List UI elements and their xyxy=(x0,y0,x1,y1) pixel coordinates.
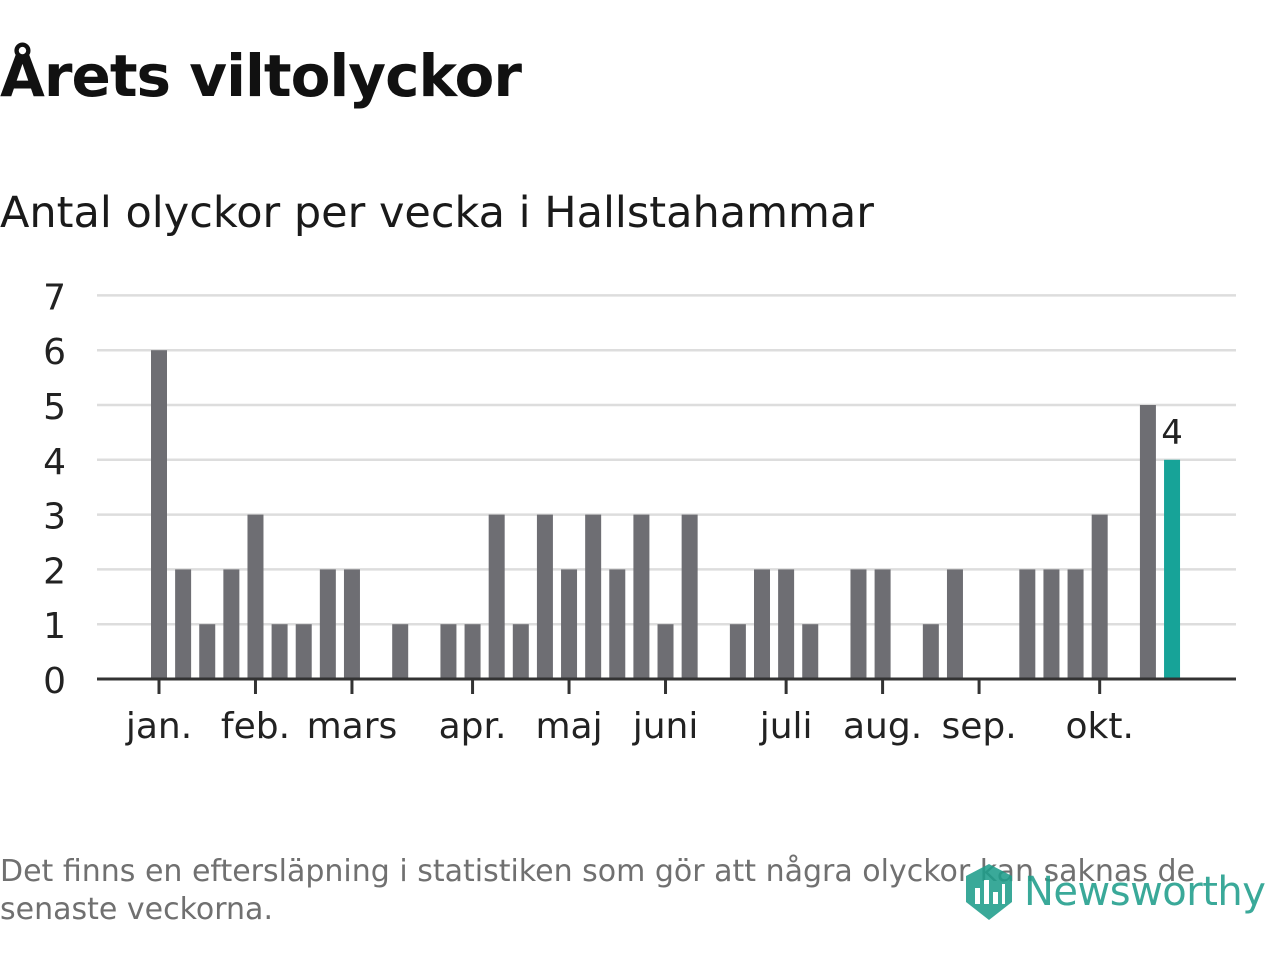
chart-subtitle: Antal olyckor per vecka i Hallstahammar xyxy=(0,188,874,238)
bars xyxy=(151,350,1181,679)
data-labels: 4 xyxy=(1161,413,1183,453)
bar xyxy=(1019,569,1036,679)
bar xyxy=(729,624,746,679)
y-tick-label: 6 xyxy=(43,332,66,373)
bar xyxy=(464,624,481,679)
x-tick-label: mars xyxy=(307,706,398,747)
bar xyxy=(512,624,529,679)
bar xyxy=(151,350,167,679)
bar xyxy=(1043,569,1060,679)
bar xyxy=(440,624,457,679)
bar xyxy=(175,569,192,679)
bar xyxy=(802,624,819,679)
chart-title: Årets viltolyckor xyxy=(0,42,522,110)
highlight-value-label: 4 xyxy=(1161,413,1183,453)
bar xyxy=(536,514,553,679)
x-tick-label: aug. xyxy=(843,706,922,747)
bar xyxy=(778,569,795,679)
y-axis-ticks: 0 1 2 3 4 5 6 7 xyxy=(43,277,66,702)
bar xyxy=(946,569,963,679)
newsworthy-logo: Newsworthy xyxy=(964,862,1266,922)
y-tick-label: 4 xyxy=(43,442,66,483)
bar xyxy=(1139,405,1156,679)
x-tick-label: juli xyxy=(759,706,813,747)
bar xyxy=(295,624,312,679)
bar xyxy=(561,569,578,679)
bar xyxy=(633,514,650,679)
bar xyxy=(247,514,264,679)
bar xyxy=(319,569,336,679)
gridlines xyxy=(97,294,1236,626)
bar xyxy=(199,624,216,679)
bar-highlight xyxy=(1164,459,1181,679)
bar xyxy=(1091,514,1108,679)
brand-name: Newsworthy xyxy=(1024,869,1266,915)
y-tick-label: 0 xyxy=(43,661,66,702)
x-tick-label: apr. xyxy=(439,706,507,747)
bar xyxy=(754,569,770,679)
bar xyxy=(922,624,939,679)
y-tick-label: 7 xyxy=(43,277,66,318)
bar xyxy=(223,569,240,679)
weekly-accidents-bar-chart: 0 1 2 3 4 5 6 7 jan. feb. mars apr. maj juni juli aug.… xyxy=(43,277,1236,747)
x-tick-label: okt. xyxy=(1065,706,1133,747)
bar xyxy=(392,624,409,679)
bar xyxy=(585,514,602,679)
bar xyxy=(850,569,867,679)
x-tick-label: maj xyxy=(535,706,602,747)
x-tick-label: feb. xyxy=(221,706,290,747)
bar-chart-logo-icon xyxy=(966,864,1012,920)
bar xyxy=(488,514,505,679)
bar xyxy=(609,569,626,679)
x-axis: jan. feb. mars apr. maj juni juli aug. sep. okt. xyxy=(97,677,1236,747)
bar xyxy=(343,569,360,679)
bar xyxy=(1067,569,1084,679)
bar xyxy=(271,624,288,679)
y-tick-label: 5 xyxy=(43,387,66,428)
bar xyxy=(657,624,674,679)
x-tick-label: sep. xyxy=(941,706,1016,747)
y-tick-label: 2 xyxy=(43,551,66,592)
bar xyxy=(681,514,698,679)
x-tick-label: jan. xyxy=(125,706,192,747)
x-tick-label: juni xyxy=(632,706,699,747)
y-tick-label: 3 xyxy=(43,497,66,538)
bar xyxy=(874,569,891,679)
y-tick-label: 1 xyxy=(43,606,66,647)
